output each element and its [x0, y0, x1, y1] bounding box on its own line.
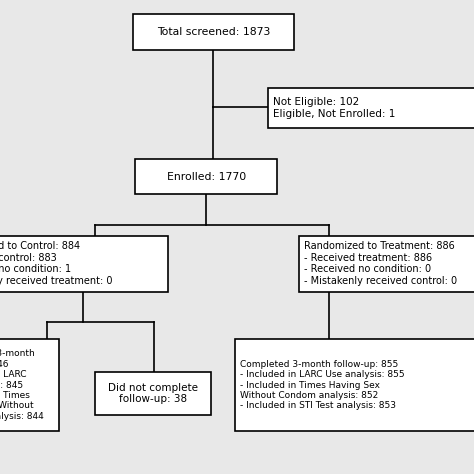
FancyBboxPatch shape: [268, 88, 474, 128]
Text: Not Eligible: 102
Eligible, Not Enrolled: 1: Not Eligible: 102 Eligible, Not Enrolled…: [273, 97, 396, 118]
FancyBboxPatch shape: [299, 236, 474, 292]
Text: Randomized to Control: 884
- Received control: 883
- Received no condition: 1
- : Randomized to Control: 884 - Received co…: [0, 241, 112, 286]
FancyBboxPatch shape: [235, 339, 474, 431]
Text: Total screened: 1873: Total screened: 1873: [156, 27, 270, 37]
Text: Enrolled: 1770: Enrolled: 1770: [166, 172, 246, 182]
FancyBboxPatch shape: [0, 236, 168, 292]
Text: Randomized to Treatment: 886
- Received treatment: 886
- Received no condition: : Randomized to Treatment: 886 - Received …: [304, 241, 457, 286]
FancyBboxPatch shape: [95, 372, 211, 415]
Text: Completed 3-month follow-up: 855
- Included in LARC Use analysis: 855
- Included: Completed 3-month follow-up: 855 - Inclu…: [240, 360, 405, 410]
FancyBboxPatch shape: [0, 339, 59, 431]
FancyBboxPatch shape: [133, 14, 294, 50]
FancyBboxPatch shape: [135, 159, 277, 194]
Text: Completed 3-month
follow-up: 846
- Included in LARC
Use analysis: 845
- Included: Completed 3-month follow-up: 846 - Inclu…: [0, 349, 44, 421]
Text: Did not complete
follow-up: 38: Did not complete follow-up: 38: [108, 383, 198, 404]
